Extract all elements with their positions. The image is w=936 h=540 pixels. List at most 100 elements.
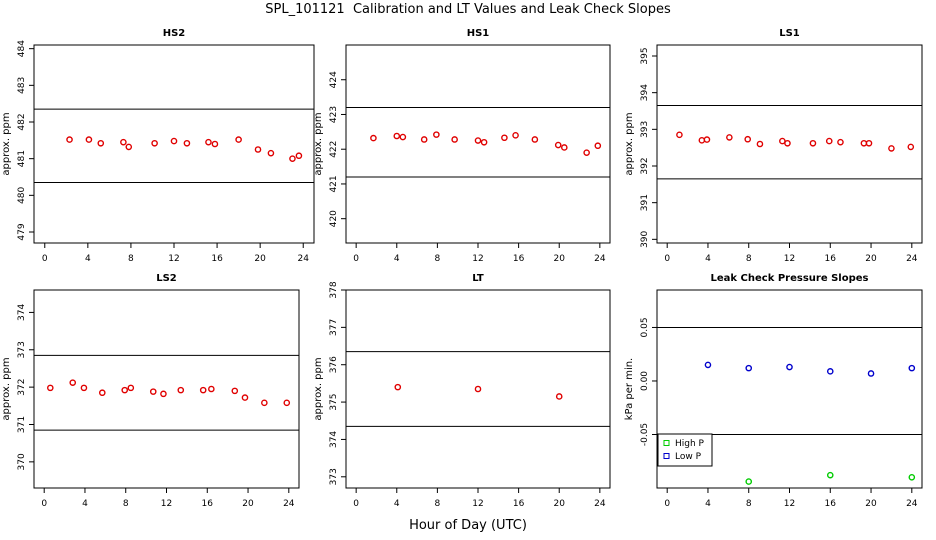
- y-axis-label: approx. ppm: [1, 357, 12, 420]
- data-point: [786, 363, 793, 371]
- data-point: [867, 370, 875, 377]
- y-tick-label: 394: [640, 84, 650, 101]
- data-point: [561, 144, 568, 151]
- data-point: [149, 388, 157, 395]
- data-point: [283, 399, 291, 407]
- data-point: [907, 143, 915, 151]
- panel-6: Leak Check Pressure Slopes kPa per min. 0 4…: [624, 273, 923, 509]
- data-point: [254, 146, 262, 153]
- data-point: [120, 138, 127, 146]
- data-point: [474, 137, 482, 144]
- x-tick-label: 0: [353, 499, 359, 509]
- x-tick-label: 20: [865, 254, 877, 264]
- y-tick-label: 391: [640, 194, 650, 211]
- data-point: [211, 140, 219, 148]
- data-point: [205, 138, 212, 146]
- data-point: [85, 136, 93, 143]
- data-point: [809, 139, 817, 147]
- y-tick-label: 370: [17, 453, 27, 470]
- x-tick-label: 12: [784, 499, 795, 509]
- x-tick-label: 8: [123, 499, 129, 509]
- x-tick-label: 16: [825, 499, 837, 509]
- legend-label: Low P: [675, 452, 702, 462]
- data-point: [97, 139, 105, 147]
- data-point: [235, 136, 242, 143]
- x-tick-label: 12: [784, 254, 795, 264]
- panel-title: LS1: [779, 28, 800, 39]
- y-tick-label: 392: [640, 157, 650, 174]
- y-tick-label: 421: [329, 175, 339, 192]
- y-tick-label: 373: [329, 468, 339, 485]
- y-tick-label: 484: [17, 40, 27, 57]
- x-tick-label: 12: [168, 254, 179, 264]
- data-point: [370, 134, 377, 142]
- y-tick-label: 424: [329, 71, 339, 88]
- y-tick-label: 375: [329, 393, 339, 410]
- panel-1: HS2 approx. ppm 0 4 8 12 16 20 24 479 480 481 482 483…: [1, 28, 315, 264]
- panel-2: HS1 approx. ppm 0 4 8 12 16 20 24 420 421 422 423 424: [313, 28, 611, 264]
- data-point: [80, 384, 88, 392]
- data-point: [512, 132, 519, 139]
- data-point: [745, 364, 753, 372]
- data-point: [698, 137, 706, 144]
- x-tick-label: 12: [472, 254, 483, 264]
- data-point: [241, 394, 249, 401]
- panel-4: LS2 approx. ppm 0 4 8 12 16 20 24 370 371 372 373 374: [1, 273, 300, 509]
- data-point: [151, 139, 158, 147]
- panel-title: HS1: [467, 28, 490, 39]
- plot-frame: [345, 44, 611, 244]
- x-tick-label: 4: [394, 499, 400, 509]
- y-tick-label: 374: [329, 431, 339, 448]
- y-axis-label: approx. ppm: [624, 112, 635, 175]
- plot-frame: [345, 289, 611, 489]
- x-tick-label: 24: [283, 499, 295, 509]
- y-tick-label: 395: [640, 47, 650, 64]
- data-point: [703, 136, 711, 143]
- y-tick-label: 376: [329, 356, 339, 373]
- data-point: [160, 390, 167, 398]
- x-tick-label: 12: [161, 499, 172, 509]
- x-tick-label: 16: [825, 254, 837, 264]
- y-axis-label: kPa per min.: [624, 358, 635, 421]
- data-point: [170, 137, 178, 145]
- legend-marker: [663, 440, 670, 446]
- legend-marker: [663, 453, 670, 459]
- data-point: [554, 141, 562, 149]
- y-tick-label: 483: [17, 77, 27, 94]
- data-point: [183, 139, 191, 147]
- x-tick-label: 16: [211, 254, 223, 264]
- x-tick-label: 4: [85, 254, 91, 264]
- x-tick-label: 8: [128, 254, 134, 264]
- y-tick-label: -0.05: [640, 423, 650, 446]
- panel-title: LS2: [156, 273, 177, 284]
- data-point: [231, 387, 239, 395]
- data-point: [47, 384, 54, 392]
- x-tick-label: 16: [513, 499, 525, 509]
- panel-title: HS2: [163, 28, 186, 39]
- data-point: [267, 149, 275, 157]
- data-point: [756, 140, 764, 148]
- data-point: [127, 384, 135, 392]
- x-tick-label: 4: [394, 254, 400, 264]
- data-point: [480, 138, 488, 146]
- y-tick-label: 373: [17, 341, 27, 358]
- x-tick-label: 20: [554, 254, 566, 264]
- data-point: [779, 137, 786, 145]
- data-point: [474, 385, 482, 393]
- x-tick-label: 8: [746, 499, 752, 509]
- x-tick-label: 24: [594, 499, 606, 509]
- y-tick-label: 371: [17, 416, 27, 433]
- y-tick-label: 480: [17, 186, 27, 203]
- panel-5: LT approx. ppm 0 4 8 12 16 20 24 373 374 375 376 377 3…: [313, 273, 611, 509]
- y-tick-label: 422: [329, 141, 339, 158]
- x-tick-label: 12: [472, 499, 483, 509]
- x-tick-label: 0: [353, 254, 359, 264]
- data-point: [865, 139, 873, 147]
- data-point: [594, 142, 602, 150]
- y-tick-label: 0.00: [640, 371, 650, 391]
- y-tick-label: 481: [17, 150, 27, 167]
- x-tick-label: 0: [42, 254, 48, 264]
- data-point: [555, 393, 563, 400]
- data-point: [451, 136, 458, 143]
